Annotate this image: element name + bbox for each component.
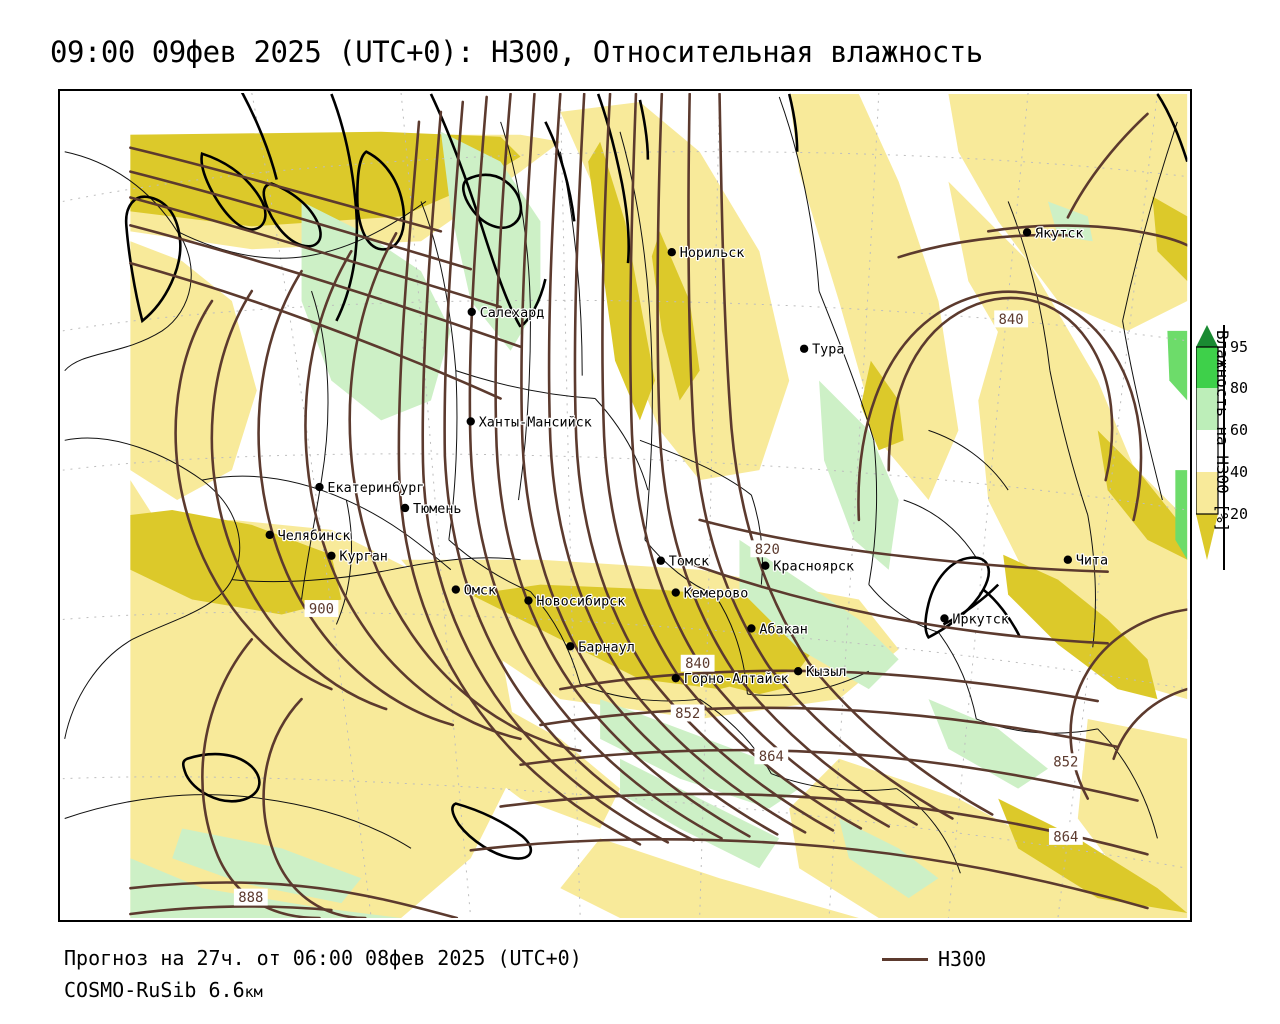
city-label: Чита	[1076, 554, 1108, 569]
contour-label: 864	[759, 749, 784, 765]
city-label: Екатеринбург	[327, 481, 424, 496]
city-label: Омск	[464, 584, 496, 599]
city-label: Кемерово	[684, 587, 749, 602]
contour-label-bg	[304, 600, 339, 617]
colorbar-band-below-20	[1196, 514, 1218, 560]
city-label: Иркутск	[952, 612, 1009, 627]
colorbar-tick-group: 95 80 60 40 20	[1230, 338, 1248, 523]
city-marker	[793, 667, 803, 676]
city-label: Томск	[669, 555, 709, 570]
colorbar-band-20-40	[1196, 472, 1218, 514]
colorbar-graphic: 95 80 60 40 20	[1196, 325, 1248, 570]
map-graphic: 840 820 900 840 852 864 852 864 888 Якутск Нориль…	[62, 92, 1188, 919]
coastline	[124, 92, 1188, 860]
colorbar-tick-label: 40	[1230, 463, 1248, 481]
contour-label: 840	[999, 312, 1024, 328]
city-label: Норильск	[680, 246, 745, 261]
colorbar[interactable]: 95 80 60 40 20	[1196, 320, 1280, 580]
city-marker	[400, 503, 410, 513]
city-marker	[799, 344, 809, 353]
model-resolution-unit: км	[244, 983, 263, 1001]
colorbar-band-40-60	[1196, 430, 1218, 472]
contour-label-group: 840 820 900 840 852 864 852 864 888	[233, 310, 1083, 906]
city-label: Салехард	[480, 306, 545, 321]
city-marker	[747, 624, 756, 633]
contour-label-bg	[1048, 753, 1083, 771]
city-marker	[467, 307, 476, 317]
city-marker	[667, 248, 676, 257]
contour-label-bg	[670, 704, 705, 722]
city-marker	[327, 551, 336, 560]
contour-label-bg	[750, 540, 785, 558]
city-label: Челябинск	[278, 529, 351, 544]
contour-label: 852	[1053, 755, 1078, 771]
city-label: Якутск	[1035, 226, 1083, 241]
page-title-text: 09:00 09фев 2025 (UTC+0): H300, Относите…	[50, 35, 983, 69]
city-marker	[671, 588, 680, 597]
city-label: Тура	[812, 343, 844, 358]
contour-label: 820	[755, 542, 780, 558]
colorbar-band-80-95	[1196, 347, 1218, 388]
h300-line-swatch	[882, 957, 928, 961]
city-marker	[1063, 555, 1073, 564]
city-label: Горно-Алтайск	[684, 672, 789, 687]
contour-label: 840	[685, 656, 710, 672]
model-name: COSMO-RuSib	[64, 978, 197, 1002]
city-label: Тюмень	[413, 502, 461, 517]
city-label: Ханты-Мансийск	[479, 415, 592, 430]
city-label: Красноярск	[773, 560, 854, 575]
h300-legend-label: H300	[938, 947, 987, 971]
contour-label: 900	[309, 601, 334, 617]
colorbar-outline	[1196, 346, 1219, 515]
city-marker	[451, 585, 460, 594]
city-label: Новосибирск	[536, 595, 625, 610]
city-marker	[265, 530, 274, 540]
colorbar-tick-label: 20	[1230, 505, 1248, 523]
colorbar-band-above-95	[1196, 325, 1218, 347]
city-label: Барнаул	[578, 640, 635, 655]
contour-label: 852	[675, 706, 700, 722]
city-marker	[524, 596, 533, 605]
city-group: Якутск Норильск Тура Салехард Ханты-Мансийск…	[265, 225, 1109, 688]
colorbar-tick-label: 60	[1230, 421, 1248, 439]
city-marker	[761, 561, 770, 570]
contour-label-bg	[233, 888, 268, 906]
contour-label-bg	[754, 747, 789, 765]
city-marker	[940, 614, 949, 623]
city-marker	[656, 556, 666, 565]
city-marker	[566, 642, 575, 651]
city-label: Кызыл	[806, 665, 846, 680]
forecast-info: Прогноз на 27ч. от 06:00 08фев 2025 (UTC…	[64, 946, 582, 970]
h300-contours	[129, 92, 1188, 919]
colorbar-tick-label: 95	[1230, 338, 1248, 356]
contour-label: 864	[1053, 829, 1078, 845]
colorbar-tick-label: 80	[1230, 379, 1248, 397]
contour-label-bg	[680, 654, 715, 672]
colorbar-axis-label: Влажность на H300 [%]	[1213, 330, 1232, 533]
city-marker	[466, 417, 475, 426]
contour-label-bg	[1048, 827, 1083, 845]
city-marker	[315, 482, 324, 492]
map-canvas[interactable]: 840 820 900 840 852 864 852 864 888 Якутск Нориль…	[58, 89, 1192, 922]
city-marker	[1022, 228, 1032, 237]
colorbar-band-60-80	[1196, 388, 1218, 430]
city-label: Курган	[339, 550, 387, 565]
contour-legend: H300	[882, 946, 986, 972]
city-label: Абакан	[759, 622, 807, 637]
contour-label-bg	[994, 310, 1029, 328]
model-resolution: 6.6	[208, 978, 245, 1002]
city-marker	[671, 673, 680, 683]
contour-label: 888	[238, 890, 263, 906]
footer: Прогноз на 27ч. от 06:00 08фев 2025 (UTC…	[64, 946, 1264, 1016]
model-info: COSMO-RuSib 6.6км	[64, 978, 263, 1002]
page-title: 09:00 09фев 2025 (UTC+0): H300, Относите…	[50, 30, 1270, 74]
